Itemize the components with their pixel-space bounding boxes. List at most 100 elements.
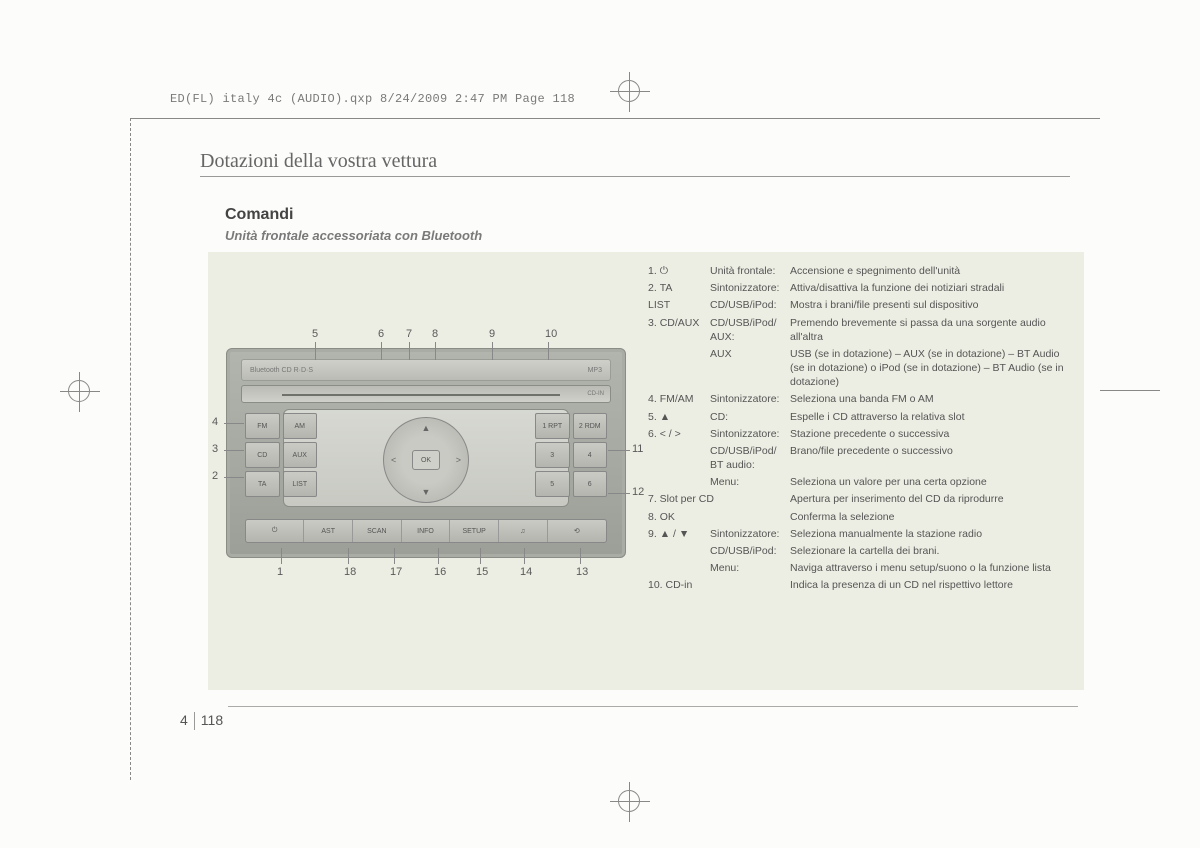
description-table: 1. ⏻Unità frontale:Accensione e spegnime…: [648, 264, 1074, 595]
callout-16: 16: [434, 566, 446, 578]
desc-row: 5. ▲CD:Espelle i CD attraverso la relati…: [648, 410, 1074, 424]
desc-number: 3.: [648, 317, 660, 329]
topstrip-left-label: Bluetooth CD R·D·S: [250, 367, 313, 374]
desc-number: 6.: [648, 428, 660, 440]
bottom-button-row: ⏻ASTSCANINFOSETUP♫⟲: [245, 519, 607, 543]
page-number: 4 118: [180, 712, 223, 730]
desc-text: Espelle i CD attraverso la relativa slot: [790, 410, 1070, 424]
arrow-left-icon: <: [391, 455, 396, 465]
callout-6: 6: [378, 328, 384, 340]
leader-line: [524, 548, 525, 564]
desc-row: Menu:Seleziona un valore per una certa o…: [648, 475, 1074, 489]
desc-row: 4. FM/AMSintonizzatore:Seleziona una ban…: [648, 392, 1074, 406]
callout-13: 13: [576, 566, 588, 578]
desc-number: 1.: [648, 265, 660, 277]
arrow-right-icon: >: [456, 455, 461, 465]
bottom-button: ⟲: [548, 520, 606, 542]
leader-line: [224, 477, 244, 478]
registration-mark-top: [618, 80, 640, 102]
desc-row: 1. ⏻Unità frontale:Accensione e spegnime…: [648, 264, 1074, 278]
arrow-up-icon: ▲: [422, 423, 431, 433]
leader-line: [492, 342, 493, 360]
callout-3: 3: [212, 443, 218, 455]
page-num: 118: [201, 712, 223, 728]
desc-number: 2.: [648, 282, 660, 294]
desc-text: Stazione precedente o successiva: [790, 427, 1070, 441]
desc-text: Conferma la selezione: [790, 510, 1070, 524]
radio-button-aux: AUX: [283, 442, 318, 468]
desc-row: CD/USB/iPod/ BT audio:Brano/file precede…: [648, 444, 1074, 472]
callout-9: 9: [489, 328, 495, 340]
desc-symbol: OK: [660, 511, 675, 523]
nav-pad: ▲ ▼ < > OK: [383, 417, 469, 503]
desc-symbol: CD/AUX: [660, 317, 700, 329]
desc-number: 7. Slot per CD: [648, 493, 714, 505]
desc-text: Apertura per inserimento del CD da ripro…: [790, 492, 1070, 506]
desc-text: USB (se in dotazione) – AUX (se in dotaz…: [790, 347, 1070, 390]
subheading-unit: Unità frontale accessoriata con Bluetoot…: [225, 228, 482, 243]
leader-line: [381, 342, 382, 360]
desc-symbol: ▲: [660, 411, 670, 423]
callout-10: 10: [545, 328, 557, 340]
desc-text: Attiva/disattiva la funzione dei notizia…: [790, 281, 1070, 295]
desc-text: Seleziona manualmente la stazione radio: [790, 527, 1070, 541]
radio-button-list: LIST: [283, 471, 318, 497]
desc-symbol: LIST: [648, 299, 670, 311]
desc-text: Mostra i brani/file presenti sul disposi…: [790, 298, 1070, 312]
callout-17: 17: [390, 566, 402, 578]
bottom-button: SETUP: [450, 520, 499, 542]
preset-button: 1 RPT: [535, 413, 570, 439]
desc-context: CD:: [710, 410, 790, 424]
leader-line: [281, 548, 282, 564]
file-meta: ED(FL) italy 4c (AUDIO).qxp 8/24/2009 2:…: [170, 92, 575, 106]
crop-mark-top: [130, 118, 1100, 119]
leader-line: [409, 342, 410, 360]
desc-row: AUXUSB (se in dotazione) – AUX (se in do…: [648, 347, 1074, 390]
leader-line: [348, 548, 349, 564]
desc-symbol: FM/AM: [660, 393, 694, 405]
leader-line: [224, 450, 244, 451]
preset-button: 2 RDM: [573, 413, 608, 439]
heading-comandi: Comandi: [225, 206, 293, 224]
chapter-number: 4: [180, 712, 188, 728]
desc-text: Accensione e spegnimento dell'unità: [790, 264, 1070, 278]
left-button-block: FMAMCDAUXTALIST: [245, 413, 317, 497]
desc-text: Naviga attraverso i menu setup/suono o l…: [790, 561, 1070, 575]
leader-line: [394, 548, 395, 564]
callout-4: 4: [212, 416, 218, 428]
preset-button: 3: [535, 442, 570, 468]
leader-line: [608, 450, 630, 451]
desc-row: Menu:Naviga attraverso i menu setup/suon…: [648, 561, 1074, 575]
desc-text: Seleziona una banda FM o AM: [790, 392, 1070, 406]
right-button-block: 1 RPT2 RDM3456: [535, 413, 607, 497]
bottom-button: ⏻: [246, 520, 304, 542]
callout-14: 14: [520, 566, 532, 578]
desc-symbol: TA: [660, 282, 673, 294]
leader-line: [548, 342, 549, 360]
desc-text: Selezionare la cartella dei brani.: [790, 544, 1070, 558]
callout-1: 1: [277, 566, 283, 578]
preset-button: 4: [573, 442, 608, 468]
section-title: Dotazioni della vostra vettura: [200, 150, 437, 173]
desc-number: 8.: [648, 511, 660, 523]
callout-18: 18: [344, 566, 356, 578]
cdin-label: CD-IN: [587, 391, 604, 397]
registration-mark-bottom: [618, 790, 640, 812]
arrow-down-icon: ▼: [422, 487, 431, 497]
crop-mark-right: [1100, 390, 1160, 391]
desc-row: 7. Slot per CD Apertura per inserimento …: [648, 492, 1074, 506]
desc-row: 10. CD-in Indica la presenza di un CD ne…: [648, 578, 1074, 592]
desc-row: 3. CD/AUXCD/USB/iPod/ AUX:Premendo breve…: [648, 316, 1074, 344]
bottom-button: AST: [304, 520, 353, 542]
desc-context: Unità frontale:: [710, 264, 790, 278]
desc-context: Sintonizzatore:: [710, 392, 790, 406]
desc-row: 2. TASintonizzatore:Attiva/disattiva la …: [648, 281, 1074, 295]
desc-context: CD/USB/iPod:: [710, 298, 790, 312]
desc-row: 9. ▲ / ▼Sintonizzatore:Seleziona manualm…: [648, 527, 1074, 541]
desc-context: Menu:: [710, 475, 790, 489]
desc-text: Brano/file precedente o successivo: [790, 444, 1070, 458]
leader-line: [608, 493, 630, 494]
leader-line: [480, 548, 481, 564]
desc-row: LIST CD/USB/iPod:Mostra i brani/file pres…: [648, 298, 1074, 312]
desc-context: Menu:: [710, 561, 790, 575]
